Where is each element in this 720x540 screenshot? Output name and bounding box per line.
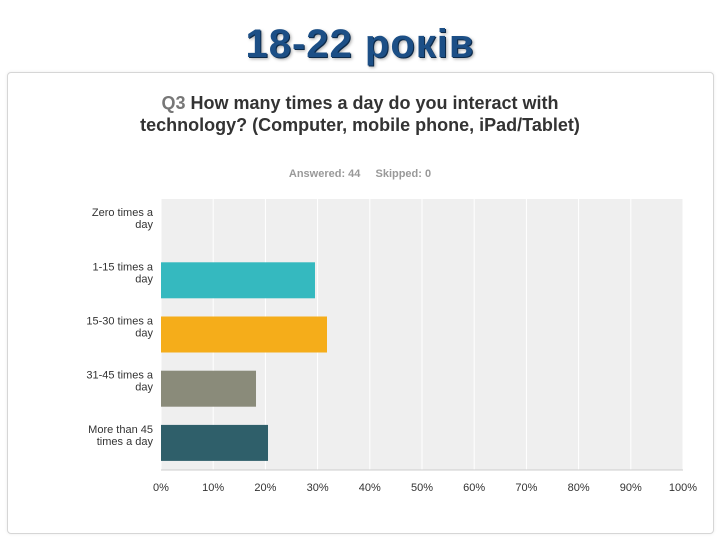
bar — [161, 262, 315, 299]
slide-title: 18-22 років — [245, 22, 475, 66]
x-tick-label: 50% — [411, 482, 433, 494]
category-label: day — [135, 328, 153, 340]
question-body: How many times a day do you interact wit… — [140, 93, 580, 135]
category-label: times a day — [97, 436, 154, 448]
x-tick-label: 80% — [568, 482, 590, 494]
bar — [161, 424, 269, 461]
category-label: day — [135, 219, 153, 231]
category-label: 15-30 times a — [86, 316, 154, 328]
question-number: Q3 — [161, 93, 186, 113]
x-tick-label: 70% — [515, 482, 537, 494]
x-tick-label: 100% — [669, 482, 697, 494]
category-label: day — [135, 382, 153, 394]
x-tick-label: 30% — [307, 482, 329, 494]
question-text: Q3 How many times a day do you interact … — [110, 92, 610, 136]
x-tick-label: 90% — [620, 482, 642, 494]
skipped-count: Skipped: 0 — [375, 168, 432, 180]
bar — [161, 370, 257, 407]
x-tick-label: 20% — [254, 482, 276, 494]
x-tick-label: 40% — [359, 482, 381, 494]
x-tick-label: 10% — [202, 482, 224, 494]
bar — [161, 316, 327, 353]
x-tick-label: 60% — [463, 482, 485, 494]
answered-count: Answered: 44 — [288, 168, 361, 180]
x-tick-label: 0% — [153, 482, 169, 494]
category-label: day — [135, 273, 153, 285]
response-stats: Answered: 44 Skipped: 0 — [0, 168, 720, 180]
category-label: More than 45 — [88, 424, 153, 436]
category-label: 31-45 times a — [86, 370, 154, 382]
category-label: 1-15 times a — [92, 261, 153, 273]
category-label: Zero times a — [92, 207, 154, 219]
